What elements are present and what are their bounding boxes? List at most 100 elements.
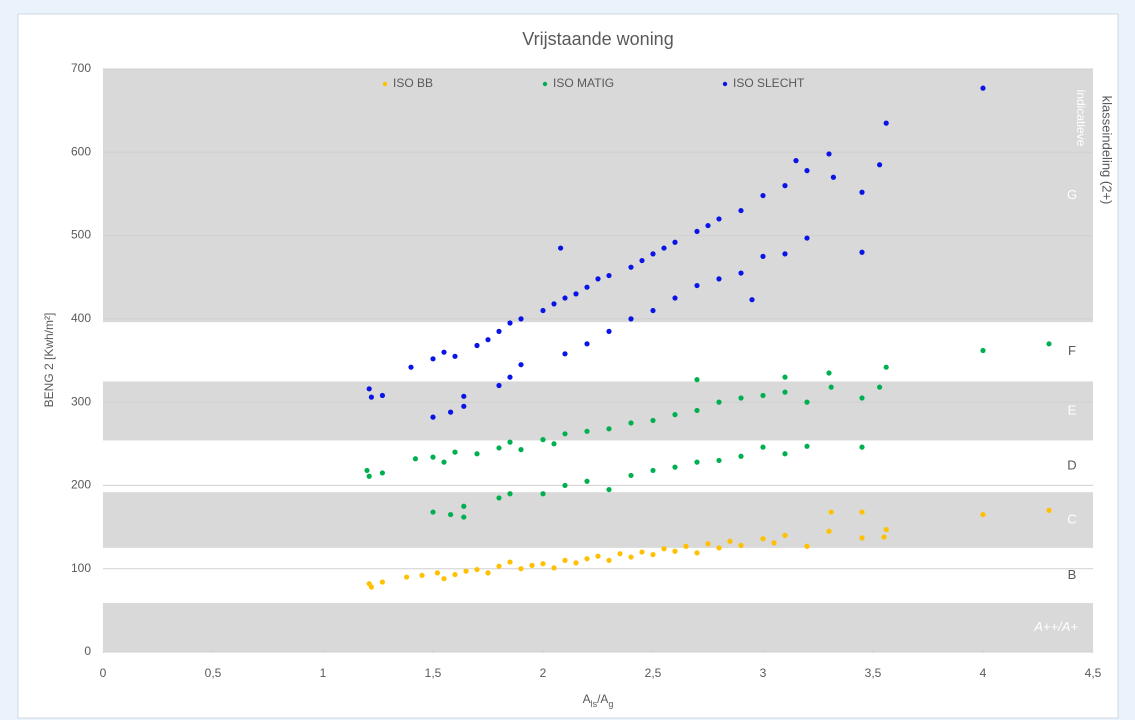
point <box>804 399 810 405</box>
point <box>441 349 447 355</box>
point <box>672 464 678 470</box>
point <box>368 394 374 400</box>
point <box>419 572 425 578</box>
y-tick-label: 500 <box>71 228 91 242</box>
point <box>452 353 458 359</box>
point <box>379 579 385 585</box>
point <box>485 570 491 576</box>
point <box>883 526 889 533</box>
point <box>738 542 744 548</box>
point <box>496 495 502 501</box>
point <box>562 431 568 437</box>
point <box>507 320 513 326</box>
point <box>606 557 612 563</box>
point <box>883 364 889 370</box>
point <box>507 559 513 565</box>
point <box>628 264 634 270</box>
point <box>782 451 788 457</box>
point <box>694 228 700 235</box>
legend-marker <box>722 81 728 87</box>
point <box>672 239 678 245</box>
point <box>507 439 513 445</box>
x-tick-label: 0,5 <box>205 666 222 680</box>
point <box>628 472 634 479</box>
point <box>782 251 788 257</box>
point <box>859 535 865 541</box>
x-tick-label: 2,5 <box>645 666 662 680</box>
point <box>782 183 788 189</box>
y-axis-label: BENG 2 [Kwh/m²] <box>42 313 56 408</box>
point <box>584 478 590 484</box>
point <box>617 551 623 557</box>
annotation: indicatieve <box>1074 90 1088 147</box>
x-tick-label: 0 <box>100 666 107 680</box>
point <box>650 467 656 474</box>
legend-marker <box>382 81 388 87</box>
point <box>672 548 678 554</box>
point <box>661 546 667 552</box>
point <box>474 451 480 457</box>
class-band <box>103 440 1093 493</box>
point <box>881 534 887 540</box>
point <box>628 554 634 560</box>
class-label: C <box>1067 511 1076 526</box>
y-tick-label: 0 <box>84 644 91 658</box>
point <box>496 382 502 389</box>
point <box>1046 507 1052 514</box>
point <box>705 222 711 229</box>
point <box>529 562 535 568</box>
point <box>606 272 612 279</box>
point <box>463 568 469 574</box>
class-label: F <box>1068 343 1076 358</box>
point <box>771 540 777 546</box>
point <box>760 444 766 450</box>
point <box>485 337 491 343</box>
point <box>716 216 722 222</box>
point <box>430 509 436 515</box>
point <box>379 392 385 399</box>
point <box>404 574 410 580</box>
point <box>408 364 414 370</box>
point <box>650 417 656 424</box>
y-tick-label: 300 <box>71 394 91 408</box>
x-tick-label: 3,5 <box>865 666 882 680</box>
point <box>518 362 524 368</box>
x-axis-label-part: A <box>583 692 591 706</box>
point <box>694 459 700 465</box>
point <box>661 245 667 251</box>
point <box>461 503 467 509</box>
points <box>364 85 1052 590</box>
point <box>461 403 467 409</box>
point <box>540 491 546 497</box>
point <box>452 449 458 455</box>
point <box>650 307 656 314</box>
point <box>562 351 568 357</box>
point <box>628 420 634 426</box>
point <box>760 536 766 542</box>
grid <box>102 68 1094 653</box>
x-tick-label: 3 <box>760 666 767 680</box>
point <box>628 316 634 322</box>
point <box>683 543 689 549</box>
point <box>379 470 385 476</box>
point <box>716 457 722 464</box>
point <box>595 276 601 282</box>
point <box>716 545 722 551</box>
point <box>760 253 766 259</box>
point <box>551 301 557 307</box>
annotation: klasseindeling (2+) <box>1100 96 1115 205</box>
point <box>694 407 700 414</box>
class-label: D <box>1067 458 1076 473</box>
point <box>584 428 590 434</box>
point <box>650 251 656 257</box>
point <box>738 207 744 214</box>
class-band <box>103 381 1093 441</box>
point <box>474 342 480 349</box>
point <box>738 270 744 276</box>
point <box>366 473 372 479</box>
class-label: A++/A+ <box>1033 619 1078 634</box>
point <box>551 441 557 447</box>
point <box>804 168 810 174</box>
x-axis-label-part: ls <box>591 699 598 709</box>
